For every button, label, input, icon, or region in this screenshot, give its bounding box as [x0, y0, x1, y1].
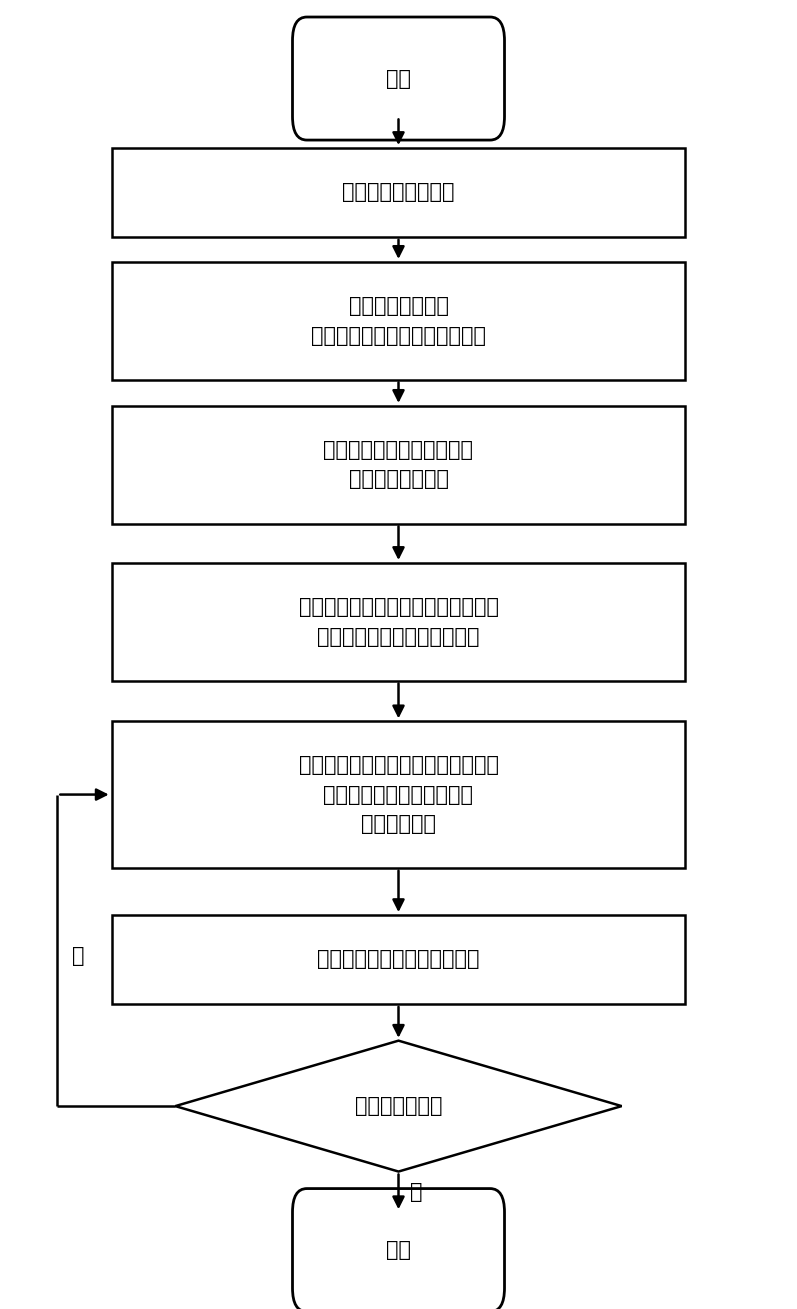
Text: 否: 否 — [72, 945, 84, 966]
Text: 结束: 结束 — [386, 1240, 411, 1261]
Text: 按照非线性反馈控制器结构
确定需整定的参数: 按照非线性反馈控制器结构 确定需整定的参数 — [324, 440, 473, 490]
Text: 选择误差指标，确定待整定控制器参
数范围及萤火虫算法参数，
进行参数整定: 选择误差指标，确定待整定控制器参 数范围及萤火虫算法参数， 进行参数整定 — [299, 755, 498, 834]
Text: 确定标称模型及参数: 确定标称模型及参数 — [342, 182, 455, 203]
Bar — [112, 915, 685, 1004]
Bar — [112, 563, 685, 681]
Text: 开始: 开始 — [386, 68, 411, 89]
Bar — [112, 148, 685, 237]
FancyBboxPatch shape — [292, 17, 505, 140]
Text: 利用非线性反馈控制输出和微分器干
扰估计值构成姿态控制总输出: 利用非线性反馈控制输出和微分器干 扰估计值构成姿态控制总输出 — [299, 597, 498, 647]
Bar — [112, 406, 685, 524]
Polygon shape — [175, 1041, 622, 1172]
Text: 是: 是 — [410, 1182, 423, 1203]
Bar — [112, 721, 685, 868]
FancyBboxPatch shape — [292, 1189, 505, 1309]
Text: 对整定后控制器进行仿真验证: 对整定后控制器进行仿真验证 — [317, 949, 480, 970]
Text: 是否满足要求？: 是否满足要求？ — [355, 1096, 442, 1117]
Bar — [112, 262, 685, 380]
Text: 根据标称模型阶数
选择相应阶数的积分链式微分器: 根据标称模型阶数 选择相应阶数的积分链式微分器 — [311, 296, 486, 346]
